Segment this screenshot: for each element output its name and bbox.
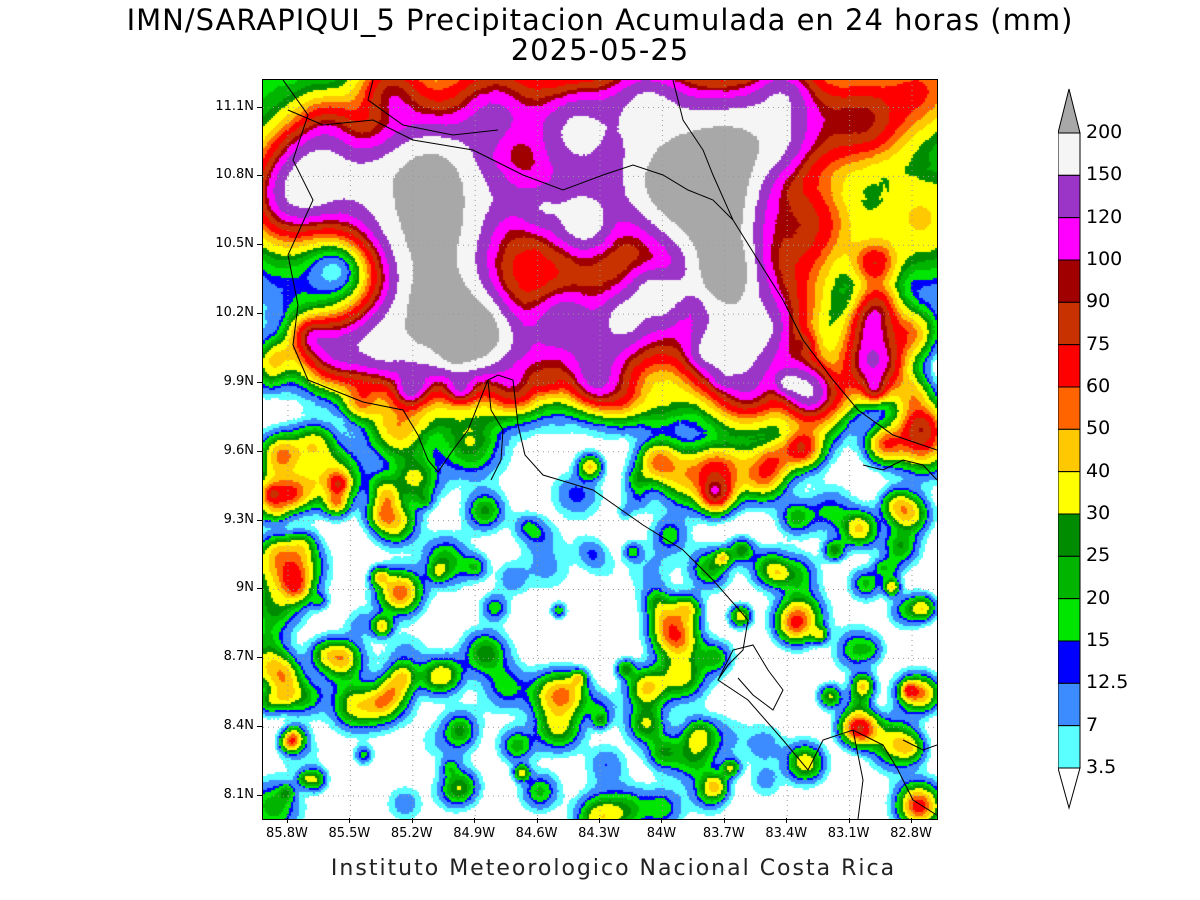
lat-tick-label: 8.4N [223,718,254,734]
legend-color-box [1058,555,1081,600]
lon-tick-label: 84.9W [453,826,496,841]
legend-over-triangle [1058,88,1081,134]
lon-tick-label: 84W [646,826,677,841]
lat-tick-mark [257,175,262,177]
lon-tick-label: 83.7W [702,826,745,841]
lon-tick-mark [786,818,788,823]
lon-tick-mark [723,818,725,823]
lat-tick-mark [257,519,262,521]
lon-tick-label: 85.2W [390,826,433,841]
precipitation-map [262,79,938,820]
legend-label: 50 [1086,417,1111,440]
legend-color-box [1058,725,1081,769]
legend-color-box [1058,259,1081,303]
coastline [862,459,937,481]
lat-tick-mark [257,450,262,452]
map-date: 2025-05-25 [510,33,690,67]
lat-tick-mark [257,726,262,728]
lat-tick-label: 8.7N [223,649,254,665]
lon-tick-label: 84.6W [515,826,558,841]
lon-tick-label: 82.8W [890,826,932,841]
legend-label: 12.5 [1086,671,1129,694]
coastline [902,739,937,751]
lon-tick-mark [536,818,538,823]
lon-tick-label: 83.4W [765,826,808,841]
coastline [672,80,937,451]
lon-tick-label: 83.1W [827,826,870,841]
coastline [282,80,937,816]
lat-tick-mark [257,244,262,246]
lat-tick-mark [257,795,262,797]
coastline [287,109,734,221]
gridlines [263,80,937,819]
legend-color-box [1058,132,1081,176]
coastline [487,379,504,481]
legend-color-box [1058,386,1081,430]
lon-tick-mark [474,818,476,823]
lat-tick-mark [257,381,262,383]
map-overlay [263,80,937,819]
footer-credit: Instituto Meteorologico Nacional Costa R… [330,856,897,881]
lon-tick-mark [349,818,351,823]
legend-label: 200 [1086,121,1123,143]
lat-tick-label: 10.2N [215,305,254,321]
lon-tick-mark [599,818,600,823]
legend-label: 15 [1086,629,1111,651]
coastline [852,729,864,819]
legend-label: 150 [1086,163,1123,186]
lat-tick-label: 10.8N [215,167,254,183]
legend-color-box [1058,682,1081,727]
lat-tick-mark [257,313,262,315]
lat-tick-label: 9.6N [223,442,254,458]
lat-tick-label: 9.9N [223,373,254,389]
lon-tick-label: 84.3W [578,826,620,841]
legend-label: 20 [1086,586,1111,609]
legend-color-box [1058,471,1081,515]
lat-tick-label: 9N [236,580,254,596]
lat-tick-label: 8.1N [223,787,254,803]
legend-label: 7 [1086,713,1099,736]
lon-tick-mark [286,818,288,823]
lon-tick-mark [661,818,663,823]
legend-label: 75 [1086,332,1111,355]
legend-color-box [1058,513,1081,557]
lon-tick-label: 85.5W [328,826,371,841]
legend-label: 100 [1086,248,1123,270]
coastline [367,80,499,136]
legend-color-box [1058,428,1081,473]
legend-color-box [1058,174,1081,219]
legend-color-box [1058,344,1081,388]
lon-tick-label: 85.8W [266,826,308,841]
legend-label: 120 [1086,205,1123,228]
legend-color-box [1058,217,1081,261]
legend-label: 25 [1086,544,1111,567]
legend-label: 60 [1086,375,1111,397]
legend-color-box [1058,640,1081,684]
legend-label: 40 [1086,459,1111,482]
coastline [717,644,784,711]
legend-color-box [1058,598,1081,642]
legend-label: 90 [1086,290,1111,313]
lon-tick-mark [411,818,413,823]
lat-tick-label: 11.1N [215,98,254,114]
lat-tick-label: 9.3N [223,511,254,527]
color-legend [1058,88,1081,810]
map-title: IMN/SARAPIQUI_5 Precipitacion Acumulada … [126,3,1074,37]
lat-tick-mark [257,657,262,659]
lat-tick-mark [257,588,262,590]
lon-tick-mark [911,818,913,823]
legend-label: 30 [1086,502,1111,524]
legend-color-box [1058,301,1081,346]
legend-under-triangle [1058,767,1081,810]
lat-tick-mark [257,106,262,108]
coastlines [282,80,937,819]
lat-tick-label: 10.5N [215,236,254,252]
lon-tick-mark [848,818,850,823]
legend-label: 3.5 [1086,756,1117,778]
